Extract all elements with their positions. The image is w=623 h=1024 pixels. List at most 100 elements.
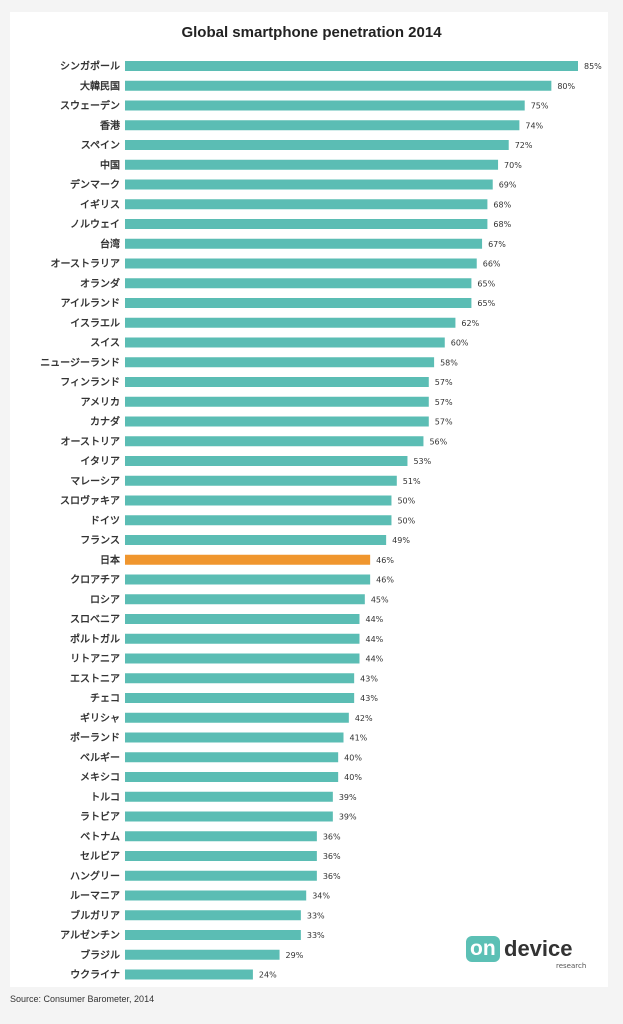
value-label: 43% xyxy=(360,694,378,703)
bar xyxy=(125,396,429,407)
category-label: トルコ xyxy=(90,791,120,803)
value-label: 36% xyxy=(323,832,341,841)
bar xyxy=(125,179,493,190)
logo-mark: on xyxy=(466,936,500,962)
bar xyxy=(125,436,424,447)
bar xyxy=(125,515,392,526)
bar xyxy=(125,831,317,842)
category-label: フランス xyxy=(80,535,120,547)
category-label: ルーマニア xyxy=(70,890,120,902)
value-label: 68% xyxy=(493,220,511,229)
bar xyxy=(125,61,578,71)
bar xyxy=(125,120,520,131)
bar xyxy=(125,653,360,664)
bar xyxy=(125,140,509,150)
category-label: オランダ xyxy=(80,277,120,290)
category-label: ベトナム xyxy=(80,831,120,843)
value-label: 53% xyxy=(413,457,431,466)
value-label: 58% xyxy=(440,358,458,367)
category-label: スロベニア xyxy=(70,614,120,626)
bar xyxy=(125,317,456,328)
value-label: 34% xyxy=(312,892,330,901)
value-label: 29% xyxy=(286,951,304,960)
bar xyxy=(125,258,477,269)
ondevice-logo: on device research xyxy=(466,936,596,974)
bar xyxy=(125,278,472,289)
bar xyxy=(125,614,360,624)
value-label: 24% xyxy=(259,971,277,980)
bar xyxy=(125,693,355,703)
value-label: 42% xyxy=(355,714,373,723)
category-label: ベルギー xyxy=(80,751,120,764)
value-label: 50% xyxy=(397,516,415,525)
category-label: オーストリア xyxy=(61,436,121,448)
value-label: 33% xyxy=(307,911,325,920)
category-label: 大韓民国 xyxy=(80,79,120,92)
value-label: 50% xyxy=(397,497,415,506)
category-label: マレーシア xyxy=(70,475,120,487)
bar xyxy=(125,495,392,506)
logo-word: device xyxy=(504,936,573,961)
category-label: 日本 xyxy=(100,553,121,566)
category-label: イスラエル xyxy=(70,317,120,329)
bar xyxy=(125,712,349,723)
bar xyxy=(125,752,339,763)
logo-subtitle: research xyxy=(556,962,587,970)
category-label: メキシコ xyxy=(80,772,120,784)
bar-highlight xyxy=(125,554,371,565)
value-label: 41% xyxy=(350,734,368,743)
value-label: 36% xyxy=(323,872,341,881)
bar xyxy=(125,199,488,210)
category-label: アイルランド xyxy=(61,298,121,310)
value-label: 46% xyxy=(376,556,394,565)
bar xyxy=(125,456,408,466)
bar xyxy=(125,219,488,229)
source-note: Source: Consumer Barometer, 2014 xyxy=(10,994,155,1004)
value-label: 46% xyxy=(376,576,394,585)
bar xyxy=(125,475,397,486)
value-label: 69% xyxy=(499,181,517,190)
bar xyxy=(125,890,307,901)
category-label: 香港 xyxy=(100,119,121,132)
category-label: スロヴァキア xyxy=(60,494,120,507)
category-label: スイス xyxy=(90,337,120,349)
value-label: 72% xyxy=(515,141,533,150)
value-label: 39% xyxy=(339,813,357,822)
category-label: イギリス xyxy=(80,198,120,211)
category-label: デンマーク xyxy=(70,178,120,191)
value-label: 62% xyxy=(461,319,479,328)
value-label: 40% xyxy=(344,773,362,782)
bar xyxy=(125,633,360,644)
value-label: 80% xyxy=(557,82,575,91)
value-label: 45% xyxy=(371,595,389,604)
category-label: アルゼンチン xyxy=(60,929,120,942)
category-label: エストニア xyxy=(70,673,120,685)
category-label: フィンランド xyxy=(60,377,120,389)
value-label: 39% xyxy=(339,793,357,802)
category-label: 台湾 xyxy=(100,237,120,250)
value-label: 56% xyxy=(429,437,447,446)
category-label: ポーランド xyxy=(70,731,120,744)
value-label: 65% xyxy=(477,279,495,288)
category-label: ブラジル xyxy=(80,948,120,961)
bar xyxy=(125,969,253,980)
category-label: ドイツ xyxy=(90,515,120,527)
category-label: ウクライナ xyxy=(70,969,120,981)
category-label: オーストラリア xyxy=(51,258,121,270)
bar xyxy=(125,377,429,387)
category-label: アメリカ xyxy=(81,396,121,408)
category-label: リトアニア xyxy=(70,653,120,665)
bar xyxy=(125,238,483,249)
bar xyxy=(125,910,301,921)
value-label: 33% xyxy=(307,931,325,940)
value-label: 75% xyxy=(531,102,549,111)
value-label: 66% xyxy=(483,260,501,269)
value-label: 70% xyxy=(504,161,522,170)
bar xyxy=(125,337,445,348)
bar xyxy=(125,416,429,427)
bar xyxy=(125,930,301,940)
value-label: 40% xyxy=(344,753,362,762)
category-label: スウェーデン xyxy=(60,99,120,112)
bar xyxy=(125,870,317,881)
